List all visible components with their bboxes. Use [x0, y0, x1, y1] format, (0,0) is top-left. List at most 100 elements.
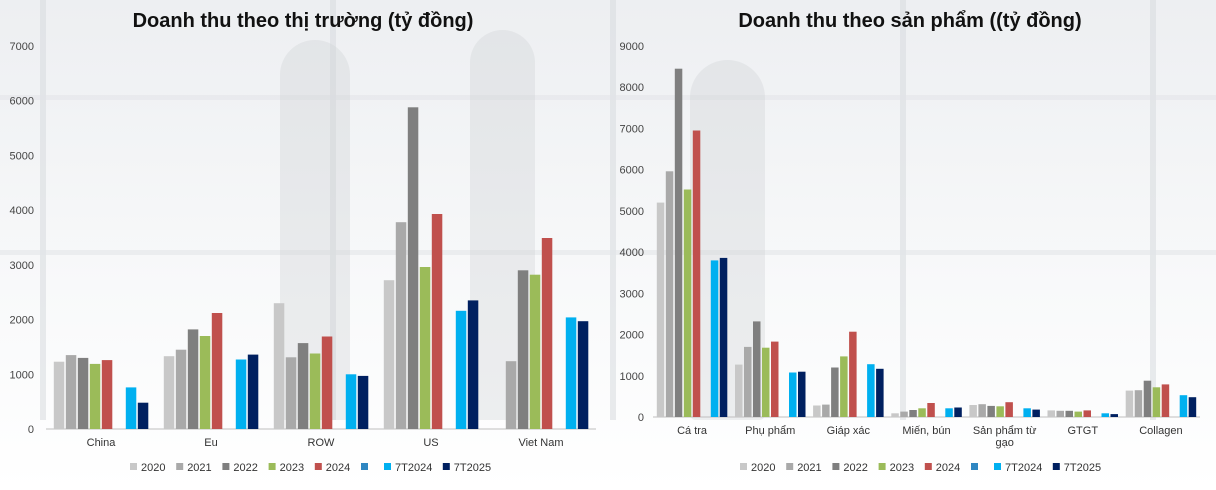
bar-2022-c-tra	[674, 68, 683, 417]
bar-2022-eu	[187, 329, 199, 429]
bar-7T2024-viet-nam	[565, 317, 577, 429]
bar-2022-viet-nam	[517, 270, 529, 429]
legend-label: 2024	[326, 462, 350, 474]
bar-2024-s-n-ph-m-t-g-o	[1005, 402, 1013, 417]
y-tick-label: 1000	[620, 371, 644, 383]
bar-2022-gi-p-x-c	[831, 367, 839, 417]
x-tick-label: Viet Nam	[518, 437, 563, 449]
bar-7T2025-us	[467, 300, 479, 429]
y-tick-label: 3000	[620, 288, 644, 300]
legend-swatch	[314, 463, 322, 470]
bar-2021-s-n-ph-m-t-g-o	[978, 404, 986, 417]
y-tick-label: 0	[28, 424, 34, 436]
legend-swatch	[176, 463, 184, 470]
y-tick-label: 7000	[620, 123, 644, 135]
bar-2024-row	[321, 336, 333, 429]
legend-label: 2020	[751, 462, 775, 474]
bar-2020-gtgt	[1047, 410, 1055, 417]
legend-label: 2023	[280, 462, 304, 474]
window-frame	[330, 0, 336, 420]
y-tick-label: 5000	[620, 206, 644, 218]
bar-7T2024-gtgt	[1101, 413, 1109, 417]
bar-2021-viet-nam	[505, 361, 517, 429]
bar-2020-us	[383, 280, 395, 429]
bar-2023-china	[89, 363, 101, 429]
bar-2020-s-n-ph-m-t-g-o	[969, 405, 977, 417]
bar-7T2025-mi-n-b-n	[954, 407, 962, 417]
x-tick-label: ROW	[308, 437, 336, 449]
legend-swatch	[786, 463, 794, 470]
bar-7T2024-eu	[235, 359, 247, 429]
legend-swatch	[268, 463, 276, 470]
bar-2020-gi-p-x-c	[813, 405, 821, 417]
bar-2021-mi-n-b-n	[900, 411, 908, 417]
bar-2024-mi-n-b-n	[927, 403, 935, 417]
bar-2023-gi-p-x-c	[840, 356, 848, 417]
legend-swatch	[222, 463, 230, 470]
legend-label: 7T2024	[1005, 462, 1042, 474]
bar-2024-c-tra	[692, 130, 701, 417]
x-tick-label: Cá tra	[677, 425, 708, 437]
bar-2023-s-n-ph-m-t-g-o	[996, 406, 1004, 417]
bar-2022-row	[297, 343, 309, 429]
chart-title: Doanh thu theo sản phẩm ((tỷ đồng)	[738, 10, 1081, 32]
bar-7T2024-s-n-ph-m-t-g-o	[1023, 408, 1031, 417]
legend-swatch	[832, 463, 840, 470]
bar-2021-ph-ph-m	[744, 346, 752, 417]
bar-2024-china	[101, 360, 113, 429]
bar-2022-gtgt	[1065, 410, 1073, 417]
x-tick-label: China	[87, 437, 117, 449]
bar-2020-ph-ph-m	[735, 364, 743, 417]
y-tick-label: 4000	[620, 247, 644, 259]
x-tick-label: Eu	[204, 437, 217, 449]
bar-7T2025-china	[137, 402, 149, 429]
bar-2022-collagen	[1143, 380, 1152, 417]
bar-2020-mi-n-b-n	[891, 413, 899, 417]
y-tick-label: 1000	[10, 369, 34, 381]
bar-7T2025-viet-nam	[577, 321, 589, 429]
bar-7T2025-ph-ph-m	[798, 371, 806, 417]
legend-label: 2020	[141, 462, 165, 474]
window-frame	[40, 0, 46, 420]
bar-7T2024-collagen	[1179, 395, 1188, 417]
y-tick-label: 6000	[10, 96, 34, 108]
bar-7T2025-gi-p-x-c	[876, 368, 884, 417]
bar-2023-ph-ph-m	[762, 347, 770, 417]
bar-2020-china	[53, 361, 65, 429]
legend-label: 2022	[233, 462, 257, 474]
y-tick-label: 9000	[620, 41, 644, 53]
bar-2024-gtgt	[1083, 410, 1091, 417]
legend-swatch	[994, 463, 1001, 470]
bar-2021-collagen	[1134, 390, 1143, 417]
legend-label: 2023	[890, 462, 914, 474]
legend-swatch	[361, 463, 368, 470]
bar-2021-us	[395, 222, 407, 429]
bar-7T2024-us	[455, 310, 467, 429]
bar-2021-c-tra	[665, 171, 674, 417]
bar-2022-us	[407, 107, 419, 430]
x-tick-label: Miến, bún	[902, 425, 950, 437]
bar-7T2025-row	[357, 375, 369, 429]
bar-7T2025-c-tra	[719, 257, 728, 417]
bar-2023-gtgt	[1074, 411, 1082, 417]
bar-2023-us	[419, 267, 431, 429]
bar-2023-c-tra	[683, 189, 692, 417]
y-tick-label: 3000	[10, 260, 34, 272]
bar-2024-gi-p-x-c	[849, 331, 857, 417]
y-tick-label: 7000	[10, 41, 34, 53]
bar-2022-mi-n-b-n	[909, 410, 917, 417]
person-silhouette	[690, 60, 765, 420]
chart-title: Doanh thu theo thị trường (tỷ đồng)	[133, 10, 474, 32]
bar-7T2024-row	[345, 374, 357, 429]
bar-2020-row	[273, 303, 285, 429]
window-frame	[610, 0, 616, 420]
bar-2021-row	[285, 357, 297, 429]
bar-7T2024-ph-ph-m	[789, 372, 797, 417]
legend-swatch	[878, 463, 886, 470]
window-frame	[900, 0, 906, 420]
bar-2021-eu	[175, 349, 187, 429]
bar-2024-viet-nam	[541, 238, 553, 429]
y-tick-label: 4000	[10, 205, 34, 217]
bar-7T2024-china	[125, 387, 137, 429]
legend-label: 2024	[936, 462, 960, 474]
